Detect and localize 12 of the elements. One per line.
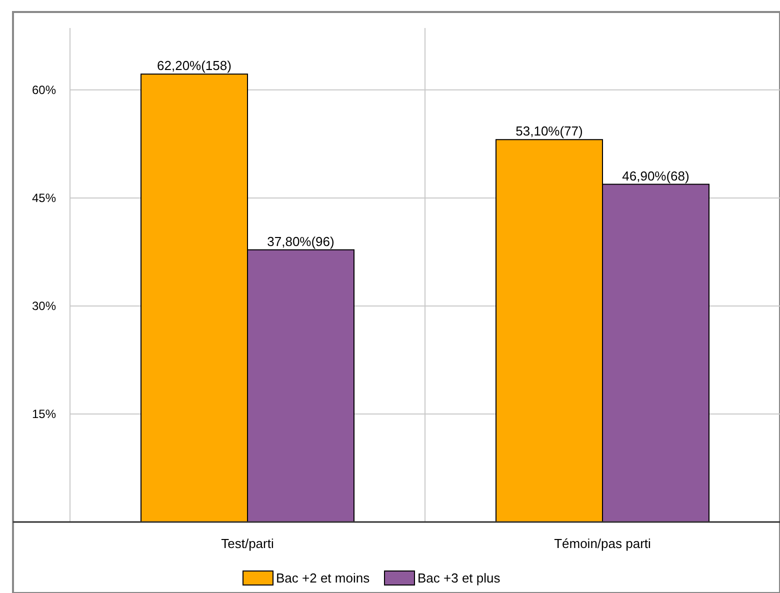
y-tick-label: 45% <box>32 191 56 206</box>
data-label: 46,90%(68) <box>622 168 690 184</box>
y-tick-label: 30% <box>32 299 56 314</box>
y-tick-label: 60% <box>32 83 56 98</box>
legend-label: Bac +2 et moins <box>276 570 370 586</box>
y-tick-label: 15% <box>32 407 56 422</box>
x-tick-label: Test/parti <box>221 536 274 551</box>
data-label: 53,10%(77) <box>516 124 583 139</box>
data-label: 62,20%(158) <box>157 58 232 74</box>
x-tick-label: Témoin/pas parti <box>554 536 652 551</box>
legend-label: Bac +3 et plus <box>418 570 501 586</box>
data-label: 37,80%(96) <box>267 234 334 249</box>
